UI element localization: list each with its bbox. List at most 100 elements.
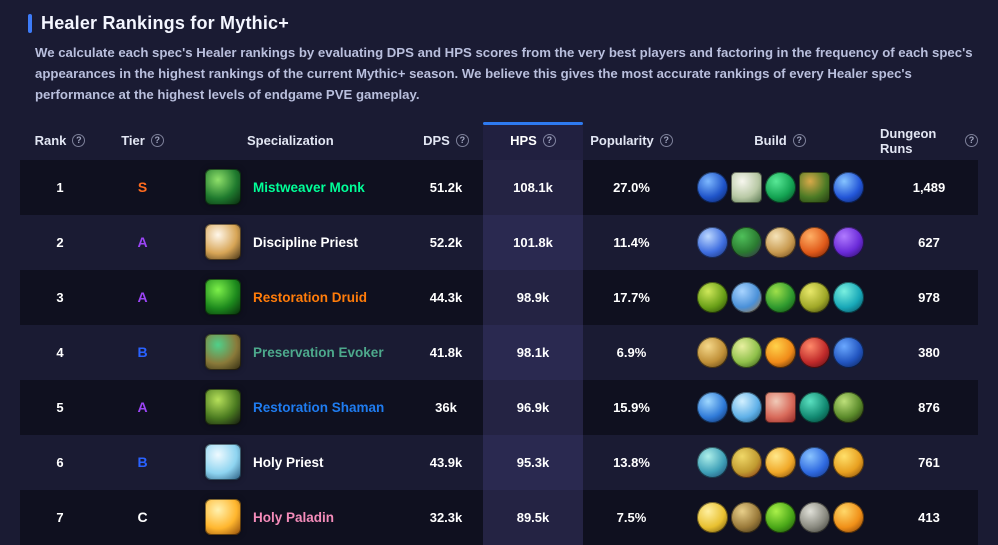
build-icons [680, 325, 880, 380]
flame-icon[interactable] [764, 336, 796, 368]
spec-cell[interactable]: Holy Priest [185, 435, 409, 490]
frost-bloom-icon[interactable] [730, 281, 762, 313]
radiant-burst-icon[interactable] [696, 501, 728, 533]
spec-name-link[interactable]: Restoration Druid [253, 289, 368, 305]
hps-value: 95.3k [483, 434, 583, 490]
help-icon[interactable]: ? [965, 134, 978, 148]
discipline-priest-spec-icon[interactable] [205, 224, 241, 261]
golden-kneel-icon[interactable] [832, 446, 864, 478]
column-header-rank[interactable]: Rank ? [20, 122, 100, 160]
column-label: HPS [510, 133, 537, 149]
golden-smoke-icon[interactable] [764, 226, 796, 258]
spec-cell[interactable]: Restoration Druid [185, 270, 409, 325]
help-icon[interactable]: ? [455, 134, 469, 148]
tier-badge: B [137, 344, 148, 361]
help-icon[interactable]: ? [792, 134, 806, 148]
spec-cell[interactable]: Holy Paladin [185, 490, 409, 545]
golden-amulet-icon[interactable] [730, 446, 762, 478]
green-purple-orbit-icon[interactable] [730, 226, 762, 258]
table-row[interactable]: 5 A Restoration Shaman 36k 96.9k 15.9% 876 [20, 379, 978, 435]
restoration-druid-spec-icon[interactable] [205, 279, 241, 316]
green-sprout-icon[interactable] [696, 281, 728, 313]
title-accent-bar [28, 14, 32, 33]
spec-cell[interactable]: Discipline Priest [185, 215, 409, 270]
rank-value: 4 [56, 344, 64, 360]
green-leaves-icon[interactable] [764, 501, 796, 533]
dungeon-runs-value: 761 [918, 454, 940, 470]
column-header-build[interactable]: Build ? [680, 122, 880, 160]
golden-orbs-icon[interactable] [696, 336, 728, 368]
blue-burst-icon[interactable] [696, 171, 728, 203]
water-wave-icon[interactable] [730, 391, 762, 423]
teal-crystal-icon[interactable] [696, 446, 728, 478]
holy-priest-spec-icon[interactable] [205, 444, 241, 481]
column-header-popularity[interactable]: Popularity ? [583, 122, 680, 160]
blue-flame-icon[interactable] [832, 336, 864, 368]
column-header-dps[interactable]: DPS ? [409, 122, 483, 160]
rank-value: 6 [56, 454, 64, 470]
tier-badge: B [137, 454, 148, 471]
dps-value: 52.2k [429, 234, 463, 250]
teal-leaf-icon[interactable] [832, 281, 864, 313]
table-body: 1 S Mistweaver Monk 51.2k 108.1k 27.0% 1,489 2 A… [20, 159, 978, 545]
yellow-bloom-icon[interactable] [798, 281, 830, 313]
spec-cell[interactable]: Mistweaver Monk [185, 160, 409, 215]
green-blade-icon[interactable] [832, 391, 864, 423]
golden-statue-icon[interactable] [730, 501, 762, 533]
dps-value: 44.3k [429, 289, 463, 305]
column-header-tier[interactable]: Tier ? [100, 122, 185, 160]
table-row[interactable]: 2 A Discipline Priest 52.2k 101.8k 11.4% 627 [20, 214, 978, 270]
spec-name-link[interactable]: Holy Paladin [253, 509, 335, 525]
dungeon-runs-value: 380 [918, 344, 940, 360]
green-seed-icon[interactable] [764, 281, 796, 313]
orange-sun-icon[interactable] [832, 501, 864, 533]
spec-name-link[interactable]: Mistweaver Monk [253, 179, 365, 195]
green-ring-icon[interactable] [730, 336, 762, 368]
table-row[interactable]: 4 B Preservation Evoker 41.8k 98.1k 6.9% 380 [20, 324, 978, 380]
spec-name-link[interactable]: Preservation Evoker [253, 344, 384, 360]
column-label: Tier [121, 133, 145, 149]
help-icon[interactable]: ? [542, 134, 556, 148]
column-label: DPS [423, 133, 450, 149]
dungeon-runs-value: 1,489 [912, 179, 946, 195]
help-icon[interactable]: ? [150, 134, 164, 148]
restoration-shaman-spec-icon[interactable] [205, 389, 241, 426]
green-swirl-icon[interactable] [764, 171, 796, 203]
purple-fist-icon[interactable] [832, 226, 864, 258]
mistweaver-monk-spec-icon[interactable] [205, 169, 241, 206]
golden-burst-icon[interactable] [764, 446, 796, 478]
spec-name-link[interactable]: Holy Priest [253, 454, 324, 470]
holy-paladin-spec-icon[interactable] [205, 499, 241, 536]
popularity-value: 17.7% [613, 289, 650, 305]
column-header-specialization[interactable]: Specialization [185, 122, 409, 160]
table-row[interactable]: 7 C Holy Paladin 32.3k 89.5k 7.5% 413 [20, 489, 978, 545]
blue-orbs-icon[interactable] [798, 446, 830, 478]
help-icon[interactable]: ? [659, 134, 673, 148]
table-row[interactable]: 1 S Mistweaver Monk 51.2k 108.1k 27.0% 1,489 [20, 159, 978, 215]
build-icons [680, 270, 880, 325]
spec-name-link[interactable]: Restoration Shaman [253, 399, 385, 415]
red-claw-orb-icon[interactable] [798, 336, 830, 368]
white-scroll-icon[interactable] [730, 171, 762, 203]
blue-angel-icon[interactable] [696, 226, 728, 258]
silver-hammer-icon[interactable] [798, 501, 830, 533]
column-header-hps-active-sort[interactable]: HPS ? [483, 121, 583, 160]
orange-hand-icon[interactable] [798, 226, 830, 258]
red-figure-icon[interactable] [764, 391, 796, 423]
table-row[interactable]: 3 A Restoration Druid 44.3k 98.9k 17.7% 978 [20, 269, 978, 325]
spec-cell[interactable]: Preservation Evoker [185, 325, 409, 380]
blue-spiral-icon[interactable] [696, 391, 728, 423]
rankings-table: Rank ? Tier ? Specialization DPS ? HPS ?… [20, 121, 978, 545]
jade-serpent-statue-icon[interactable] [798, 171, 830, 203]
teal-vortex-icon[interactable] [798, 391, 830, 423]
spec-cell[interactable]: Restoration Shaman [185, 380, 409, 435]
preservation-evoker-spec-icon[interactable] [205, 334, 241, 371]
rank-value: 5 [56, 399, 64, 415]
spec-name-link[interactable]: Discipline Priest [253, 234, 359, 250]
table-row[interactable]: 6 B Holy Priest 43.9k 95.3k 13.8% 761 [20, 434, 978, 490]
help-icon[interactable]: ? [72, 134, 86, 148]
blue-wind-icon[interactable] [832, 171, 864, 203]
hps-value: 101.8k [483, 214, 583, 270]
column-header-dungeon-runs[interactable]: Dungeon Runs ? [880, 122, 978, 160]
